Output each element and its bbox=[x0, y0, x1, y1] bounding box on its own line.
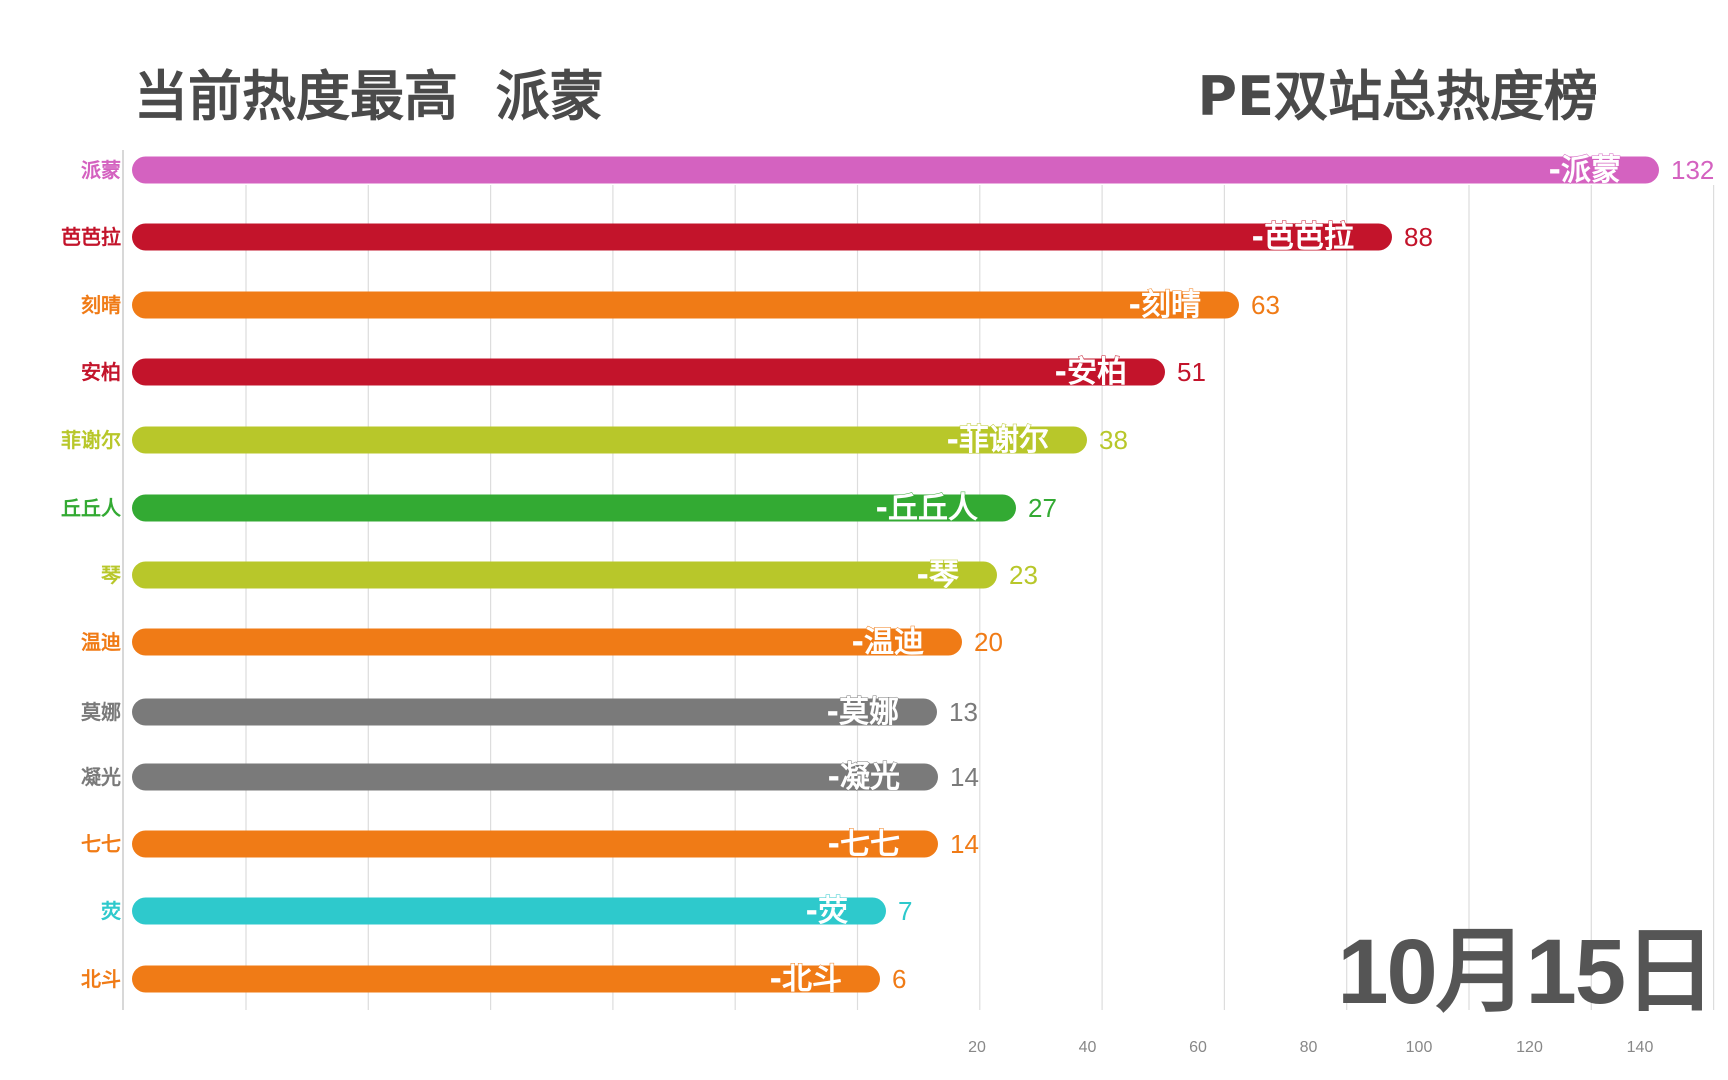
value-label: 38 bbox=[1099, 425, 1128, 455]
category-label: 丘丘人 bbox=[61, 496, 122, 520]
bar bbox=[132, 698, 937, 726]
value-label: 6 bbox=[892, 964, 906, 994]
bar-inner-label: -莫娜 bbox=[827, 695, 899, 730]
value-label: 27 bbox=[1028, 493, 1057, 523]
category-label: 芭芭拉 bbox=[61, 225, 121, 249]
category-label: 七七 bbox=[81, 832, 121, 856]
category-label: 派蒙 bbox=[81, 158, 121, 182]
x-tick-label: 40 bbox=[1079, 1039, 1097, 1056]
bar-inner-label: -七七 bbox=[828, 827, 900, 862]
bar-inner-label: -北斗 bbox=[770, 962, 842, 997]
category-label: 莫娜 bbox=[80, 700, 121, 724]
bar bbox=[132, 965, 880, 993]
chart-title-right: PE双站总热度榜 bbox=[1197, 65, 1598, 128]
bar-inner-label: -菲谢尔 bbox=[947, 423, 1049, 458]
value-label: 63 bbox=[1251, 290, 1280, 320]
category-label: 刻晴 bbox=[81, 293, 121, 317]
bar bbox=[132, 494, 1016, 522]
value-label: 14 bbox=[950, 829, 979, 859]
bar bbox=[132, 561, 997, 589]
x-tick-label: 60 bbox=[1189, 1039, 1207, 1056]
x-tick-label: 20 bbox=[968, 1039, 986, 1056]
bar bbox=[132, 830, 938, 858]
x-tick-label: 100 bbox=[1406, 1039, 1433, 1056]
value-label: 132 bbox=[1671, 155, 1714, 185]
chart-title-left: 当前热度最高 派蒙 bbox=[134, 65, 604, 128]
date-label: 10月15日 bbox=[1337, 921, 1716, 1023]
bar-inner-label: -派蒙 bbox=[1549, 153, 1621, 188]
bar-inner-label: -荧 bbox=[806, 894, 848, 929]
bar-inner-label: -安柏 bbox=[1055, 355, 1127, 390]
value-label: 7 bbox=[898, 896, 912, 926]
bar bbox=[132, 628, 962, 656]
value-label: 20 bbox=[974, 627, 1003, 657]
bar-inner-label: -刻晴 bbox=[1129, 288, 1201, 323]
category-label: 菲谢尔 bbox=[61, 428, 121, 452]
bar-inner-label: -芭芭拉 bbox=[1252, 220, 1354, 255]
x-tick-label: 140 bbox=[1627, 1039, 1654, 1056]
value-label: 14 bbox=[950, 762, 979, 792]
bar bbox=[132, 426, 1087, 454]
value-label: 51 bbox=[1177, 357, 1206, 387]
x-tick-label: 120 bbox=[1516, 1039, 1543, 1056]
bar bbox=[132, 291, 1239, 319]
x-tick-label: 80 bbox=[1300, 1039, 1318, 1056]
bar bbox=[132, 358, 1165, 386]
bar-inner-label: -凝光 bbox=[828, 760, 900, 795]
category-label: 琴 bbox=[101, 563, 122, 587]
category-label: 安柏 bbox=[81, 360, 121, 384]
bar bbox=[132, 763, 938, 791]
category-label: 凝光 bbox=[81, 765, 121, 789]
value-label: 88 bbox=[1404, 222, 1433, 252]
bar-inner-label: -琴 bbox=[917, 558, 959, 593]
bar bbox=[132, 156, 1659, 184]
value-label: 13 bbox=[949, 697, 978, 727]
category-label: 温迪 bbox=[81, 630, 121, 654]
bar bbox=[132, 223, 1392, 251]
bar bbox=[132, 897, 886, 925]
category-label: 荧 bbox=[101, 899, 121, 923]
bar-inner-label: -温迪 bbox=[852, 625, 924, 660]
bar-inner-label: -丘丘人 bbox=[876, 491, 978, 526]
value-label: 23 bbox=[1009, 560, 1038, 590]
category-label: 北斗 bbox=[81, 967, 121, 991]
